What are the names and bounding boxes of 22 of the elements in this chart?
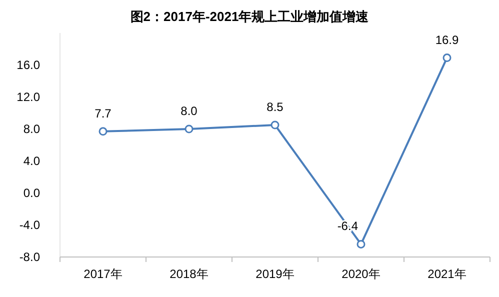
point: [184, 124, 194, 134]
point: [270, 120, 280, 130]
data-label: 16.9: [435, 32, 459, 47]
point: [356, 240, 366, 248]
data-label: 7.7: [94, 106, 112, 120]
y-tick-label: -8.0: [19, 250, 40, 264]
x-tick-label: 2020年: [342, 267, 380, 281]
data-label: 8.0: [180, 104, 198, 118]
y-tick-label: 8.0: [23, 122, 40, 136]
x-tick-label: 2019年: [256, 267, 294, 281]
x-tick-label: 2018年: [170, 267, 208, 281]
y-tick-label: 4.0: [23, 154, 40, 168]
x-tick-label: 2021年: [428, 267, 466, 281]
y-tick-label: 12.0: [16, 90, 40, 104]
y-tick-label: 0.0: [23, 186, 40, 200]
point: [98, 127, 108, 136]
chart-title: 图2：2017年-2021年规上工业增加值增速: [130, 9, 370, 24]
x-tick-label: 2017年: [84, 267, 122, 281]
data-label: 8.5: [266, 100, 284, 114]
y-tick-label: -4.0: [19, 218, 40, 232]
point: [442, 54, 452, 62]
y-tick-label: 16.0: [16, 58, 40, 72]
